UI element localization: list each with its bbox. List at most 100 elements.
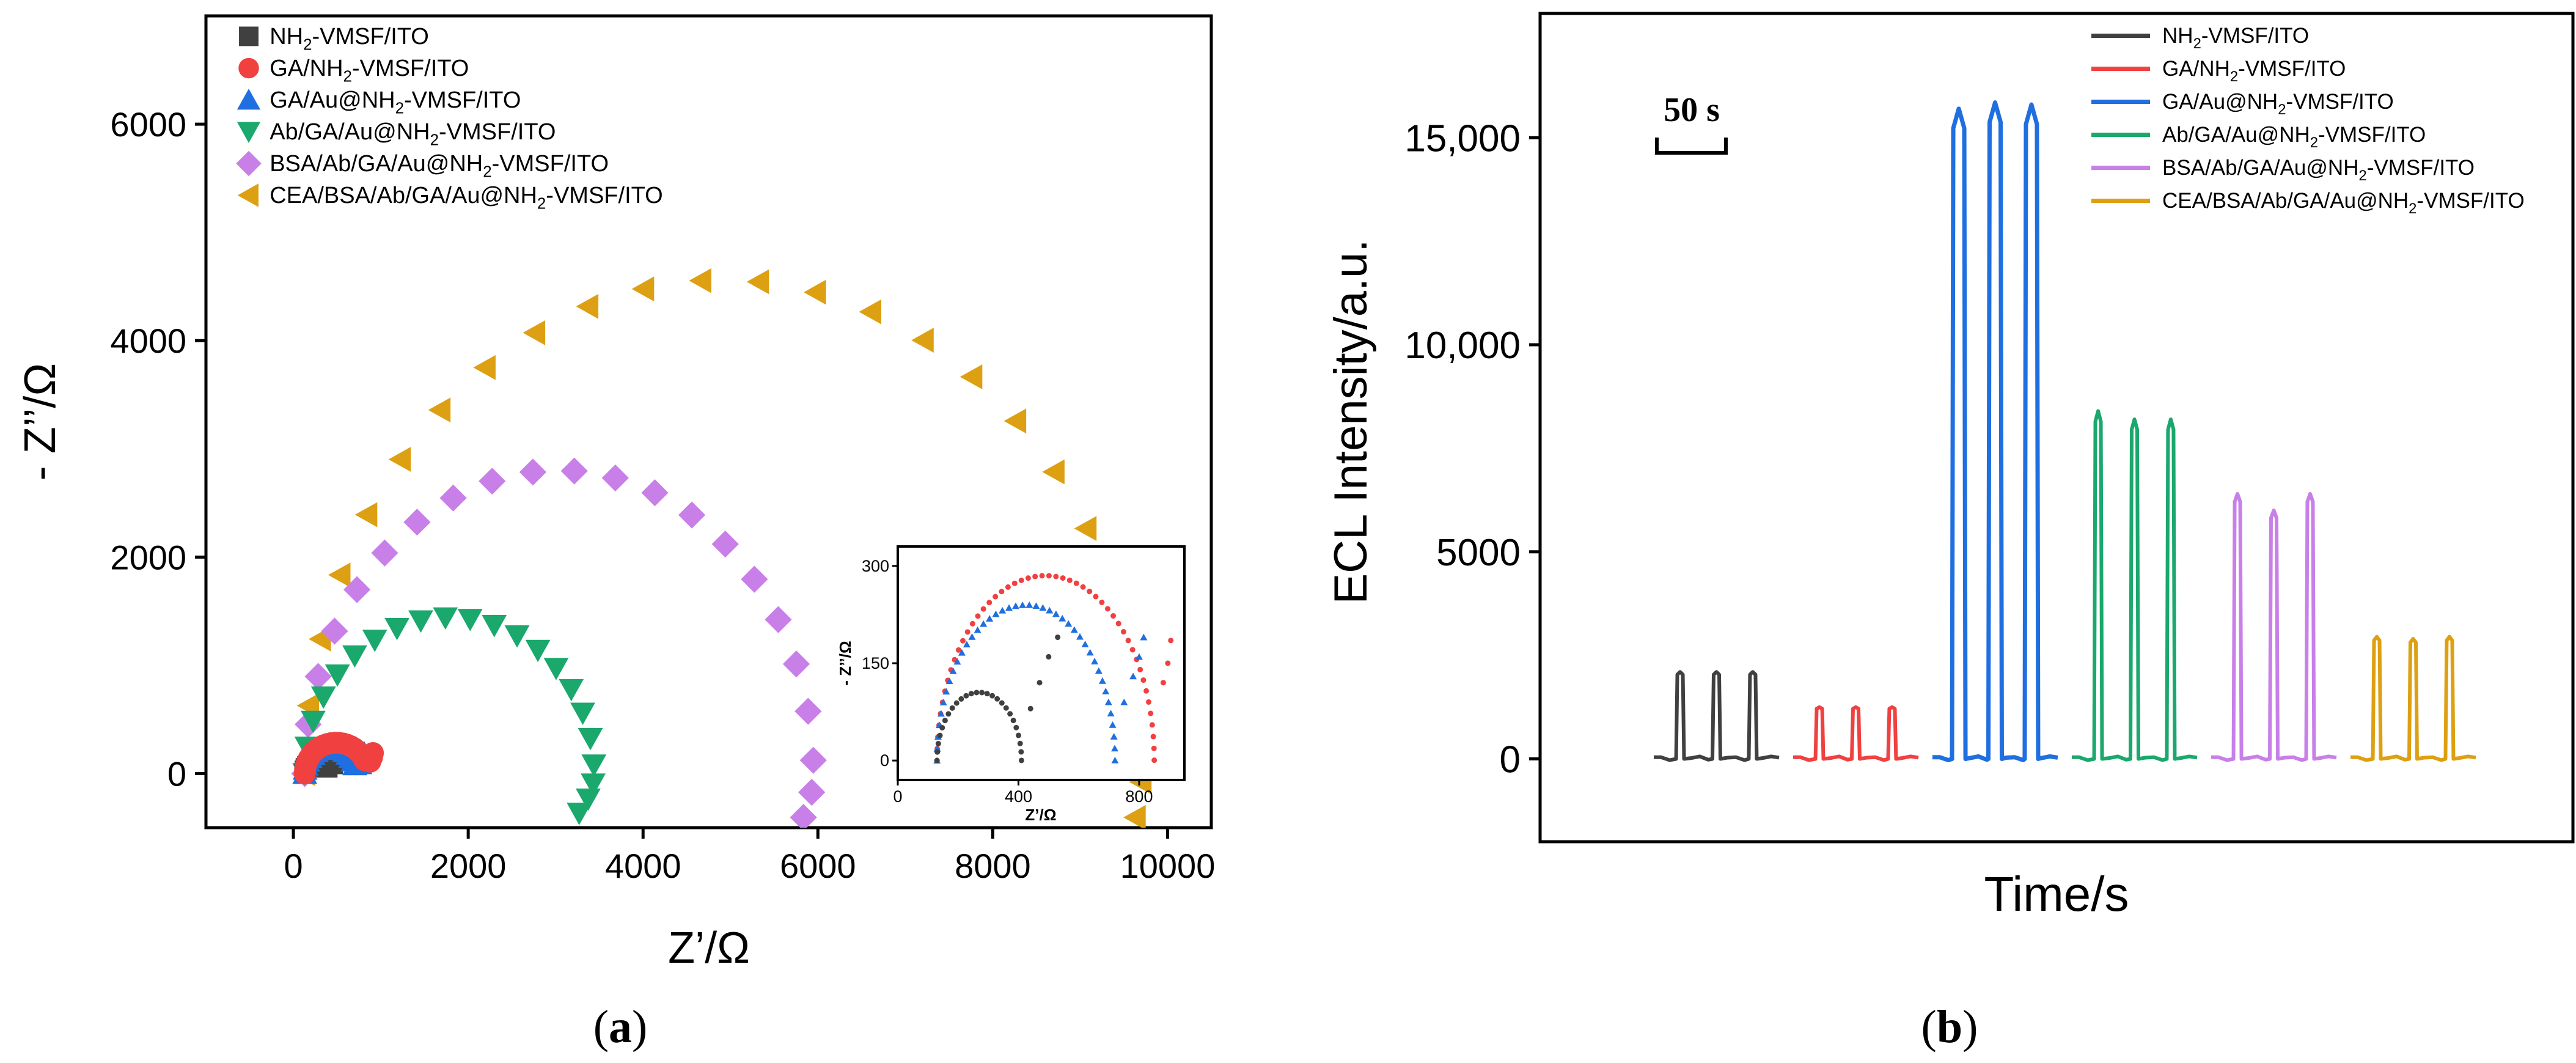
inset-series-3-point <box>1098 677 1106 684</box>
inset-series-3-point <box>1081 641 1089 647</box>
legend-subscript: 2 <box>303 37 312 54</box>
inset-series-1-point <box>939 725 945 731</box>
inset-series-3-point <box>1091 658 1099 664</box>
series-6-point <box>328 562 351 588</box>
series-4-point <box>559 679 584 702</box>
series-5-point <box>439 484 467 512</box>
inset-series-3-point <box>1120 698 1128 705</box>
panel-b-legend-label-3: GA/Au@NH2-VMSF/ITO <box>2162 90 2394 118</box>
inset-series-1-point <box>934 757 940 763</box>
inset-series-1-point <box>1003 705 1009 711</box>
inset-series-3-point <box>1026 601 1033 608</box>
series-5-point <box>754 850 781 877</box>
legend-text: NH <box>2162 24 2193 48</box>
inset-series-2-point <box>975 613 981 619</box>
series-4-point <box>457 609 483 631</box>
inset-series-3-point <box>1095 667 1103 674</box>
inset-series-2-point <box>993 594 999 600</box>
inset-series-2-point <box>1032 573 1038 579</box>
inset-series-3-point <box>942 688 950 695</box>
panel-b-legend-label-1: NH2-VMSF/ITO <box>2162 24 2309 52</box>
series-6-point <box>388 447 411 472</box>
inset-series-2-point <box>1073 580 1079 586</box>
inset-y-tick-label: 150 <box>862 654 889 672</box>
series-4-point <box>504 625 530 648</box>
inset-series-1-point <box>935 740 941 746</box>
panel-b-legend: NH2-VMSF/ITOGA/NH2-VMSF/ITOGA/Au@NH2-VMS… <box>2091 24 2525 217</box>
inset-series-1-point <box>963 693 969 699</box>
panel-a-y-axis-label: - Z’’/Ω <box>16 363 65 480</box>
legend-text: -VMSF/ITO <box>546 183 662 208</box>
panel-a-legend-marker-3 <box>237 89 261 110</box>
x-tick-label: 2000 <box>430 847 507 885</box>
inset-y-tick-label: 300 <box>862 557 889 575</box>
panel-a-legend-label-4: Ab/GA/Au@NH2-VMSF/ITO <box>270 119 556 149</box>
panel-b-x-axis-label: Time/s <box>1984 867 2129 921</box>
panel-b-y-tick-label: 0 <box>1500 739 1521 781</box>
legend-subscript: 2 <box>537 196 546 213</box>
series-5-point <box>560 457 588 485</box>
inset-series-1-point <box>1018 757 1024 763</box>
series-2-point <box>362 741 384 764</box>
inset-series-1-point <box>974 690 980 696</box>
inset-series-2-point <box>1168 638 1174 644</box>
panel-b-legend-label-5: BSA/Ab/GA/Au@NH2-VMSF/ITO <box>2162 156 2475 184</box>
inset-series-1-point <box>968 691 974 697</box>
inset-series-3-point <box>939 699 947 706</box>
panel-a-legend-label-6: CEA/BSA/Ab/GA/Au@NH2-VMSF/ITO <box>270 183 663 213</box>
inset-series-1-point <box>953 700 960 706</box>
legend-subscript: 2 <box>2230 68 2238 85</box>
legend-subscript: 2 <box>2310 134 2318 151</box>
inset-series-2-point <box>964 629 971 635</box>
legend-text: -VMSF/ITO <box>2416 189 2524 213</box>
series-5-point <box>799 746 827 774</box>
x-tick-label: 0 <box>284 847 303 885</box>
legend-text: -VMSF/ITO <box>439 119 556 145</box>
inset-series-3-point <box>986 615 994 622</box>
inset-series-2-point <box>1099 599 1105 605</box>
inset-series-2-point <box>1053 573 1059 579</box>
inset-series-2-point <box>1148 710 1154 716</box>
panel-b-y-tick-label: 5000 <box>1436 532 1521 574</box>
series-4-point <box>310 686 336 709</box>
inset-series-2-point <box>1165 660 1171 666</box>
inset-series-3-point <box>1109 721 1117 728</box>
panel-b-y-axis-label: ECL Intensity/a.u. <box>1325 239 1377 604</box>
inset-series-1-point <box>958 696 964 702</box>
scale-bar-bracket <box>1655 138 1728 155</box>
panel-a-caption: (a) <box>593 1001 648 1053</box>
scale-bar: 50 s <box>1655 91 1728 155</box>
inset-series-3-point <box>1046 606 1054 614</box>
inset-series-3-point <box>1032 602 1040 609</box>
inset-series-3-point <box>1070 626 1078 633</box>
inset-x-tick-label: 800 <box>1125 787 1153 806</box>
series-4-point <box>342 645 367 668</box>
series-4-point <box>433 607 458 630</box>
inset-series-2-point <box>1025 575 1031 581</box>
series-5-point <box>343 576 371 603</box>
ecl-trace-series-2 <box>1793 705 1919 762</box>
legend-text: -VMSF/ITO <box>2286 90 2393 114</box>
inset-series-2-point <box>1120 629 1126 635</box>
inset-series-3-point <box>1102 688 1110 694</box>
panel-a-legend-label-1: NH2-VMSF/ITO <box>270 24 429 54</box>
series-5-point <box>794 697 822 725</box>
inset-series-3-point <box>1104 698 1112 705</box>
inset-series-2-point <box>1080 584 1086 590</box>
inset-plot-frame <box>897 545 1186 781</box>
series-6-point <box>1004 408 1027 434</box>
inset-series-3-point <box>963 641 971 648</box>
inset-series-3-point <box>949 667 957 674</box>
series-6-point <box>1042 459 1065 485</box>
inset-series-2-point <box>1151 745 1157 751</box>
inset-series-2-point <box>1046 573 1052 579</box>
inset-y-axis-label: - Z’’/Ω <box>836 641 854 685</box>
inset-series-2-point <box>980 606 986 612</box>
series-6-point <box>689 268 711 293</box>
series-4-point <box>325 664 350 687</box>
panel-b-data-lines <box>1654 100 2476 763</box>
inset-series-3-point <box>1076 633 1084 640</box>
series-5-point <box>711 530 739 558</box>
inset-series-2-point <box>1104 606 1110 612</box>
